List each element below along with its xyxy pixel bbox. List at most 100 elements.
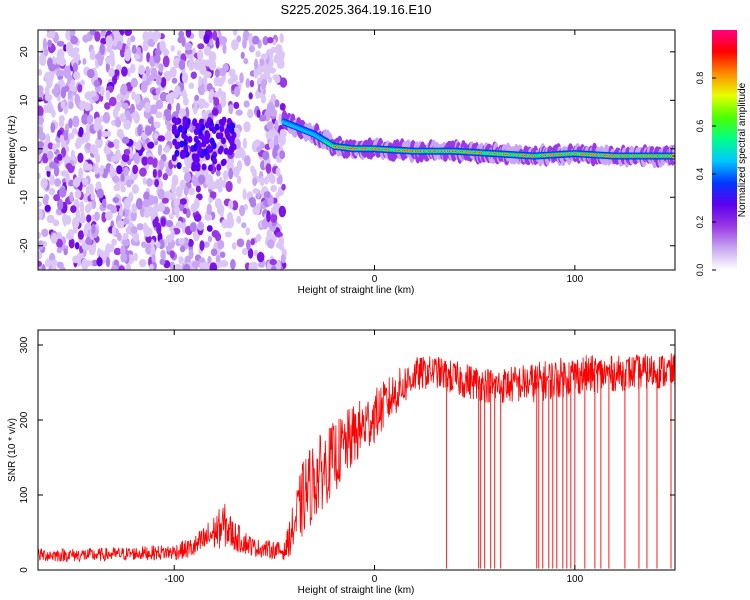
noise-speckle <box>248 34 253 42</box>
noise-speckle <box>266 210 271 223</box>
noise-speckle <box>267 76 272 84</box>
noise-cluster <box>174 149 180 157</box>
noise-speckle <box>85 185 91 196</box>
noise-speckle <box>63 66 71 79</box>
noise-cluster <box>204 136 210 144</box>
noise-speckle <box>207 255 212 264</box>
noise-speckle <box>206 203 212 215</box>
noise-speckle <box>270 93 277 103</box>
noise-cluster <box>187 135 193 143</box>
noise-speckle <box>198 76 203 86</box>
spectrogram-x-tick-label: 100 <box>566 274 583 285</box>
noise-speckle <box>281 183 286 191</box>
noise-speckle <box>255 89 260 99</box>
noise-speckle <box>228 167 234 180</box>
noise-speckle <box>197 43 205 50</box>
noise-speckle <box>122 239 130 247</box>
noise-speckle <box>69 50 75 58</box>
spectrogram-y-tick-label: -20 <box>19 238 30 253</box>
noise-speckle <box>236 175 242 184</box>
noise-speckle <box>268 140 274 149</box>
noise-speckle <box>231 242 237 250</box>
noise-speckle <box>270 184 277 193</box>
noise-cluster <box>197 128 203 136</box>
noise-speckle <box>259 142 265 149</box>
noise-speckle <box>100 37 107 45</box>
noise-cluster <box>197 148 203 156</box>
noise-speckle <box>50 122 56 134</box>
noise-cluster <box>172 128 178 136</box>
noise-cluster <box>223 147 229 155</box>
noise-speckle <box>157 145 162 157</box>
noise-speckle <box>72 115 80 128</box>
noise-speckle <box>219 208 224 218</box>
noise-cluster <box>207 164 213 172</box>
noise-speckle <box>112 196 120 203</box>
noise-speckle <box>150 67 158 80</box>
noise-speckle <box>38 91 45 98</box>
noise-speckle <box>228 200 234 210</box>
noise-speckle <box>269 258 277 266</box>
noise-speckle <box>224 231 232 238</box>
noise-speckle <box>105 35 113 45</box>
noise-speckle <box>256 109 261 118</box>
spectrogram-y-tick-label: 0 <box>19 146 30 152</box>
noise-speckle <box>178 30 185 38</box>
noise-cluster <box>211 142 217 150</box>
noise-speckle <box>157 135 166 142</box>
noise-speckle <box>68 118 73 129</box>
noise-speckle <box>81 113 89 125</box>
noise-speckle <box>252 176 258 187</box>
colorbar-tick-label: 0.4 <box>695 168 705 181</box>
noise-speckle <box>56 247 63 254</box>
noise-speckle <box>275 192 280 200</box>
noise-speckle <box>85 236 93 246</box>
noise-speckle <box>57 198 64 211</box>
noise-speckle <box>274 99 280 108</box>
noise-speckle <box>125 263 132 270</box>
noise-speckle <box>139 167 147 177</box>
noise-speckle <box>85 142 91 150</box>
noise-speckle <box>94 163 99 175</box>
snr-x-tick-label: 0 <box>372 574 378 585</box>
noise-speckle <box>126 37 132 48</box>
noise-speckle <box>171 174 179 187</box>
noise-speckle <box>47 39 53 48</box>
noise-cluster <box>197 142 203 150</box>
noise-speckle <box>47 142 54 150</box>
noise-speckle <box>70 35 78 45</box>
noise-speckle <box>203 46 211 56</box>
noise-speckle <box>187 238 194 247</box>
figure-title: S225.2025.364.19.16.E10 <box>280 2 431 17</box>
noise-speckle <box>240 51 245 60</box>
colorbar-bar <box>712 30 737 270</box>
noise-speckle <box>96 256 103 267</box>
noise-speckle <box>263 191 271 199</box>
noise-speckle <box>91 223 96 234</box>
noise-speckle <box>270 213 278 224</box>
noise-cluster <box>182 116 188 124</box>
noise-speckle <box>142 199 151 208</box>
noise-speckle <box>173 263 182 270</box>
noise-speckle <box>209 191 217 199</box>
noise-speckle <box>161 197 169 204</box>
noise-cluster <box>203 148 209 156</box>
noise-speckle <box>201 110 208 121</box>
noise-speckle <box>174 85 181 96</box>
noise-speckle <box>188 60 195 71</box>
noise-speckle <box>247 248 254 259</box>
noise-speckle <box>208 38 214 46</box>
noise-cluster <box>230 122 236 130</box>
noise-speckle <box>133 53 141 60</box>
noise-speckle <box>153 54 161 64</box>
noise-speckle <box>184 107 190 119</box>
noise-speckle <box>43 47 49 57</box>
noise-speckle <box>267 239 275 249</box>
noise-speckle <box>274 74 281 84</box>
noise-speckle <box>169 66 177 78</box>
noise-speckle <box>138 64 146 75</box>
noise-speckle <box>38 115 45 125</box>
noise-speckle <box>74 176 82 184</box>
noise-speckle <box>226 163 235 171</box>
